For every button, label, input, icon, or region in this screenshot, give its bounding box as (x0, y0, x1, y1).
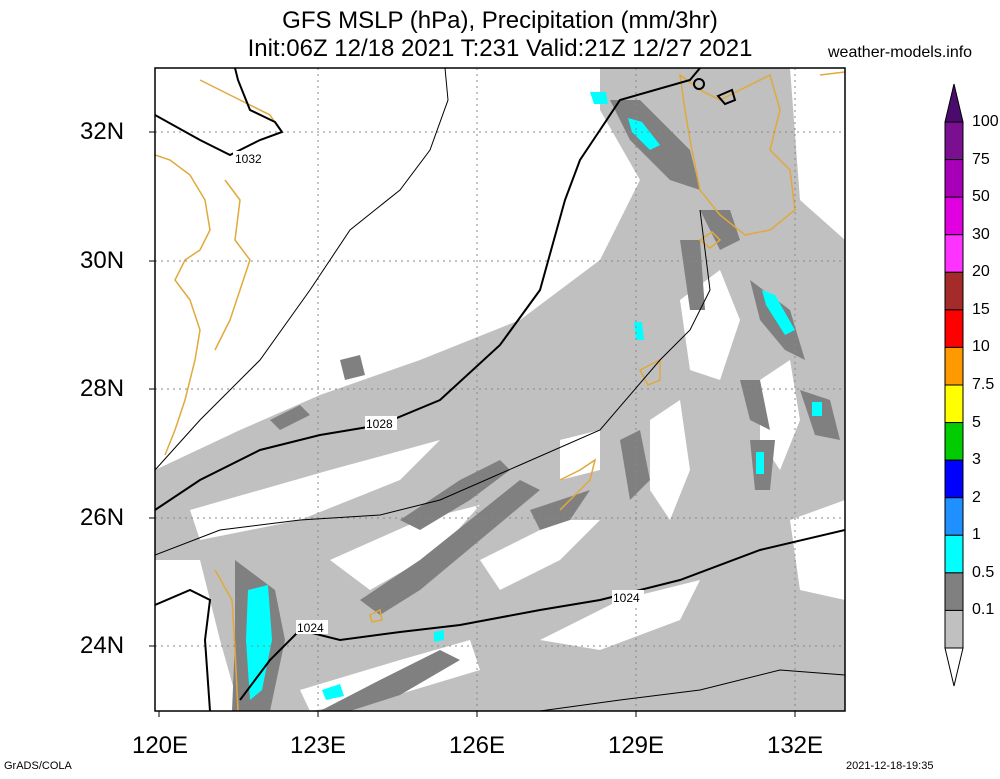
colorbar-swatch (944, 422, 964, 461)
colorbar-swatch (944, 309, 964, 348)
map-subtitle: Init:06Z 12/18 2021 T:231 Valid:21Z 12/2… (247, 35, 753, 62)
colorbar-label: 7.5 (972, 376, 995, 393)
colorbar-label: 2 (972, 488, 981, 506)
isobar-label-1032: 1032 (235, 152, 262, 166)
colorbar-label: 0.5 (972, 563, 995, 581)
colorbar-label: 3 (972, 451, 981, 469)
colorbar-swatch (944, 534, 964, 574)
colorbar-swatch (944, 196, 964, 236)
lon-label-126e: 126E (448, 732, 506, 759)
lat-label-24n: 24N (80, 632, 125, 659)
colorbar-label: 30 (972, 225, 990, 243)
isobar-labels: 1032 1028 1024 1024 (235, 152, 640, 635)
colorbar-label: 100 (972, 113, 999, 130)
colorbar-swatch (944, 609, 964, 649)
map-title: GFS MSLP (hPa), Precipitation (mm/3hr) (282, 7, 718, 34)
lat-label-26n: 26N (80, 504, 125, 531)
isobar-label-1024-west: 1024 (297, 621, 324, 635)
colorbar-label: 5 (972, 413, 981, 431)
colorbar-swatch (944, 572, 964, 611)
colorbar (944, 83, 964, 687)
coastline (155, 71, 845, 711)
isobars (155, 68, 845, 711)
colorbar-label: 10 (972, 338, 990, 356)
axis-ticks (149, 131, 796, 717)
colorbar-swatch (944, 384, 964, 424)
colorbar-label: 50 (972, 188, 990, 206)
colorbar-swatch (944, 159, 964, 198)
colorbar-label: 1 (972, 526, 981, 544)
footer-software: GrADS/COLA (4, 760, 72, 772)
site-credit: weather-models.info (828, 44, 973, 61)
colorbar-swatch (944, 459, 964, 499)
isobar-label-backgrounds (233, 151, 644, 634)
lon-label-123e: 123E (289, 732, 347, 759)
lon-label-120e: 120E (131, 732, 189, 759)
colorbar-swatch (944, 271, 964, 311)
colorbar-swatch (944, 234, 964, 273)
lon-label-132e: 132E (766, 732, 824, 759)
precip-light (155, 68, 845, 711)
colorbar-swatch (944, 497, 964, 536)
colorbar-swatch (944, 346, 964, 386)
colorbar-label: 15 (972, 300, 990, 318)
isobar-label-1024-east: 1024 (613, 591, 640, 605)
colorbar-top-arrow (944, 83, 964, 123)
precip-heavy (246, 92, 822, 700)
lon-label-129e: 129E (607, 732, 665, 759)
colorbar-label: 0.1 (972, 601, 995, 619)
lat-label-32n: 32N (80, 118, 125, 145)
isobar-label-1028: 1028 (366, 417, 393, 431)
colorbar-bottom-arrow (944, 647, 964, 687)
colorbar-swatch (944, 121, 964, 161)
colorbar-label: 75 (972, 150, 990, 168)
lat-label-28n: 28N (80, 375, 125, 402)
colorbar-label: 20 (972, 263, 990, 281)
footer-timestamp: 2021-12-18-19:35 (846, 760, 934, 772)
lat-label-30n: 30N (80, 247, 125, 274)
